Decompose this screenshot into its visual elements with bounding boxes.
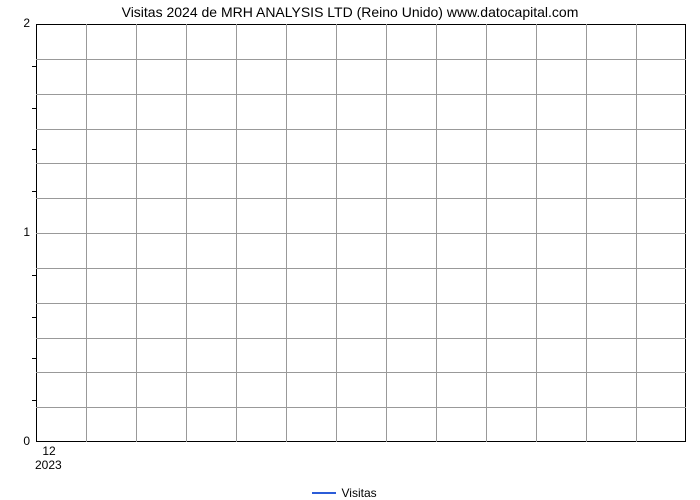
y-tick-label: 0 bbox=[12, 434, 30, 448]
v-gridline bbox=[436, 24, 437, 442]
h-gridline bbox=[36, 303, 686, 304]
h-gridline bbox=[36, 94, 686, 95]
v-gridline bbox=[586, 24, 587, 442]
y-minor-tick bbox=[32, 191, 36, 192]
y-minor-tick bbox=[32, 149, 36, 150]
y-minor-tick bbox=[32, 66, 36, 67]
v-gridline bbox=[336, 24, 337, 442]
y-minor-tick bbox=[32, 317, 36, 318]
h-gridline bbox=[36, 198, 686, 199]
h-gridline bbox=[36, 129, 686, 130]
h-gridline bbox=[36, 407, 686, 408]
h-gridline bbox=[36, 372, 686, 373]
y-minor-tick bbox=[32, 400, 36, 401]
h-gridline bbox=[36, 268, 686, 269]
y-minor-tick bbox=[32, 108, 36, 109]
v-gridline bbox=[636, 24, 637, 442]
y-minor-tick bbox=[32, 275, 36, 276]
v-gridline bbox=[536, 24, 537, 442]
v-gridline bbox=[136, 24, 137, 442]
h-gridline bbox=[36, 163, 686, 164]
v-gridline bbox=[186, 24, 187, 442]
v-gridline bbox=[286, 24, 287, 442]
v-gridline bbox=[386, 24, 387, 442]
h-gridline bbox=[36, 338, 686, 339]
chart-title: Visitas 2024 de MRH ANALYSIS LTD (Reino … bbox=[0, 4, 700, 20]
plot-area bbox=[36, 24, 686, 442]
v-gridline bbox=[86, 24, 87, 442]
legend-line-icon bbox=[312, 492, 336, 494]
h-gridline bbox=[36, 233, 686, 234]
x-tick-label: 12 bbox=[39, 444, 59, 458]
y-tick-label: 2 bbox=[12, 16, 30, 30]
x-sub-label: 2023 bbox=[35, 458, 62, 472]
legend: Visitas bbox=[312, 486, 377, 500]
h-gridline bbox=[36, 59, 686, 60]
chart-container: Visitas 2024 de MRH ANALYSIS LTD (Reino … bbox=[0, 0, 700, 500]
v-gridline bbox=[486, 24, 487, 442]
y-tick-label: 1 bbox=[12, 225, 30, 239]
v-gridline bbox=[236, 24, 237, 442]
legend-label: Visitas bbox=[342, 486, 377, 500]
y-minor-tick bbox=[32, 358, 36, 359]
